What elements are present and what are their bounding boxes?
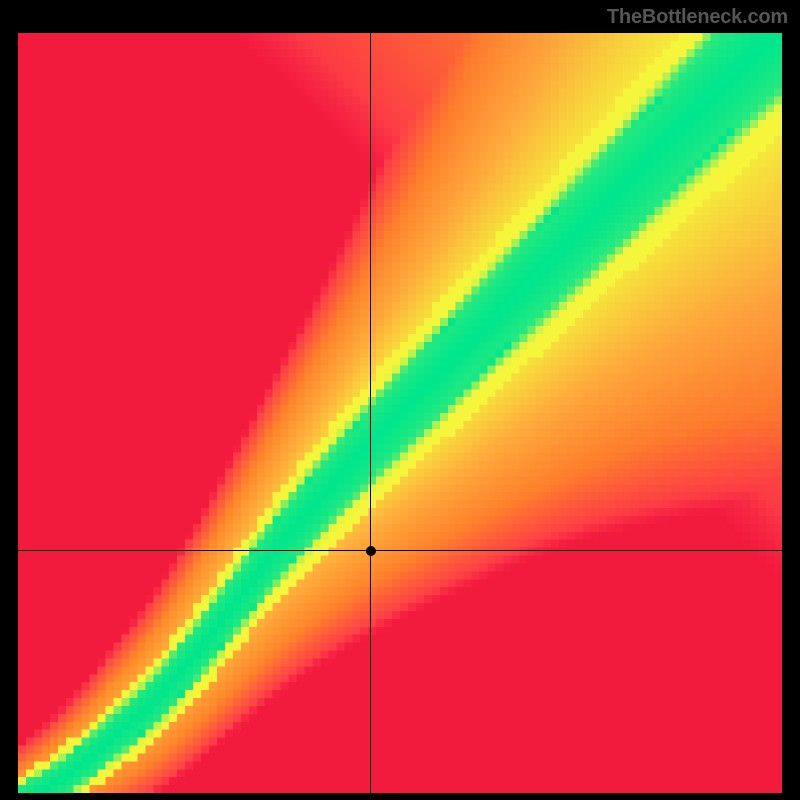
bottleneck-heatmap (18, 33, 782, 793)
chart-container: TheBottleneck.com (0, 0, 800, 800)
crosshair-horizontal (18, 550, 782, 551)
crosshair-vertical (370, 33, 371, 793)
crosshair-marker (366, 546, 376, 556)
watermark-text: TheBottleneck.com (607, 6, 788, 29)
